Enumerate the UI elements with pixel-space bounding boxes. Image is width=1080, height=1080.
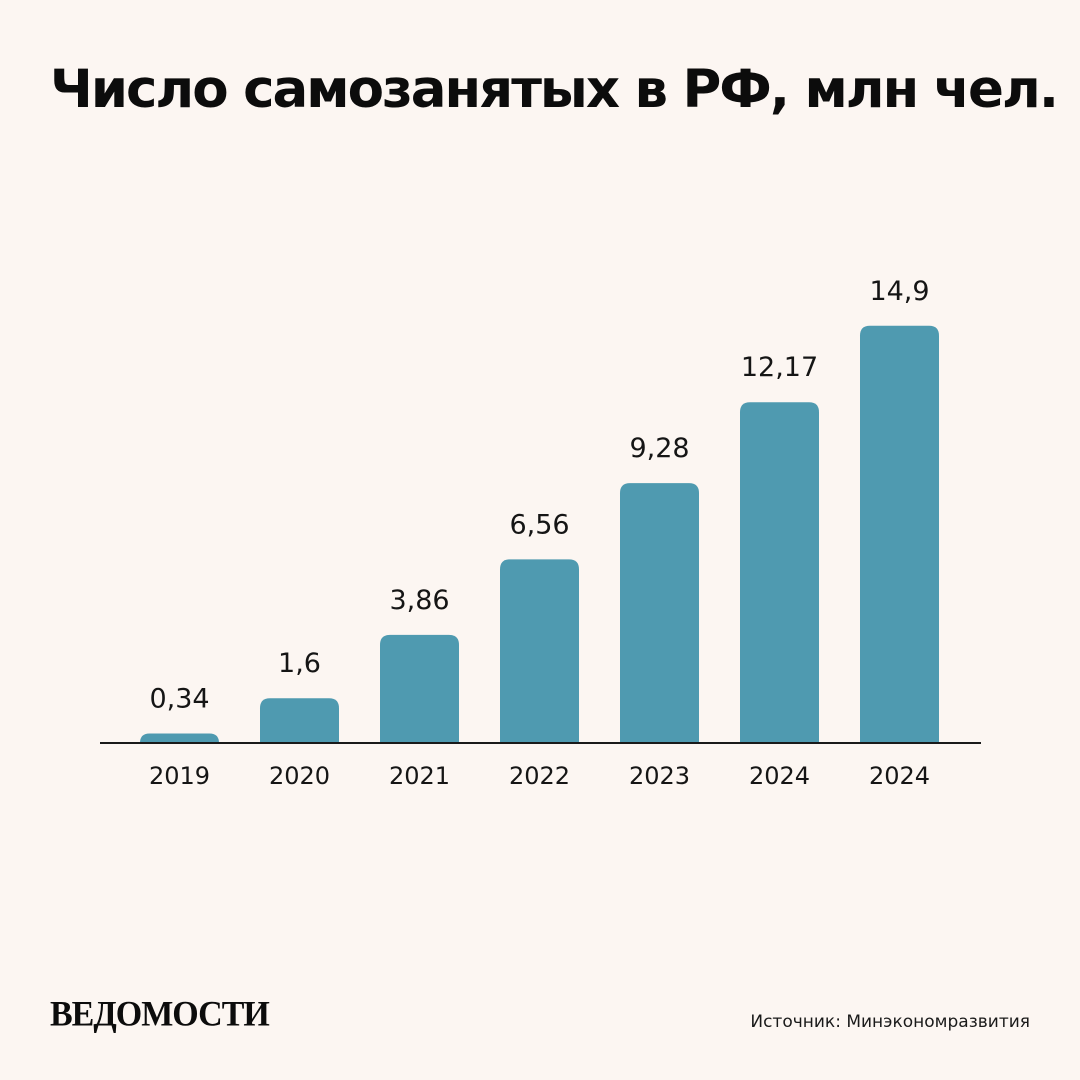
category-label-5: 2024 <box>749 762 810 790</box>
value-labels-group: 0,34 1,6 3,86 6,56 9,28 12,17 14,9 <box>149 276 929 715</box>
bar-4 <box>620 483 699 743</box>
source-note: Источник: Минэкономразвития <box>750 1012 1030 1032</box>
bar-1 <box>260 698 339 743</box>
category-label-4: 2023 <box>629 762 690 790</box>
chart-title: Число самозанятых в РФ, млн чел. <box>50 59 1059 120</box>
category-labels-group: 2019 2020 2021 2022 2023 2024 2024 <box>149 762 930 790</box>
bar-0 <box>140 733 219 743</box>
category-label-0: 2019 <box>149 762 210 790</box>
value-label-1: 1,6 <box>278 648 321 679</box>
bars-group <box>140 325 939 743</box>
bar-2 <box>380 634 459 743</box>
vedomosti-logo: ВЕДОМОСТИ <box>50 995 270 1034</box>
value-label-5: 12,17 <box>741 352 818 383</box>
category-label-2: 2021 <box>389 762 450 790</box>
bar-5 <box>740 402 819 743</box>
value-label-3: 6,56 <box>509 509 569 540</box>
value-label-2: 3,86 <box>389 585 449 616</box>
category-label-6: 2024 <box>869 762 930 790</box>
bar-3 <box>500 559 579 743</box>
category-label-1: 2020 <box>269 762 330 790</box>
value-label-0: 0,34 <box>149 683 209 714</box>
value-label-4: 9,28 <box>629 433 689 464</box>
bar-6 <box>860 325 939 743</box>
value-label-6: 14,9 <box>869 276 929 307</box>
category-label-3: 2022 <box>509 762 570 790</box>
